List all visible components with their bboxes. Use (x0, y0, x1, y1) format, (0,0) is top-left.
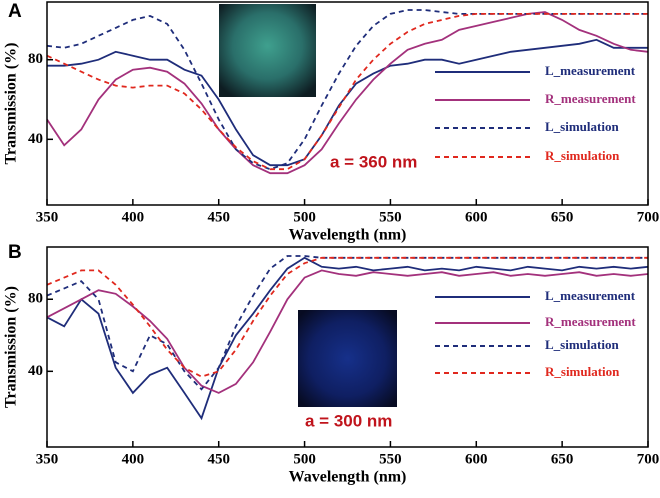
legend-label: R_measurement (545, 91, 636, 106)
plot-frame (46, 1, 649, 206)
panel-label: B (8, 242, 22, 263)
legend-label: R_simulation (545, 148, 620, 163)
y-tick-label: 40 (28, 363, 43, 379)
legend-label: R_simulation (545, 364, 620, 379)
x-tick-label: 400 (122, 209, 145, 225)
y-tick-label: 80 (28, 291, 43, 307)
y-tick-label: 80 (28, 51, 43, 67)
legend-label: L_measurement (545, 288, 636, 303)
y-axis-label: Transmission (%) (3, 43, 20, 165)
x-tick-label: 600 (465, 451, 488, 467)
series-line (47, 38, 648, 167)
legend-label: L_measurement (545, 63, 636, 78)
x-tick-label: 500 (293, 209, 316, 225)
sample-photo (298, 310, 397, 407)
y-tick-label: 40 (28, 131, 43, 147)
x-tick-label: 650 (551, 451, 574, 467)
x-tick-label: 500 (293, 451, 316, 467)
sample-photo (219, 4, 316, 97)
x-tick-label: 400 (122, 451, 145, 467)
x-tick-label: 650 (551, 209, 574, 225)
x-tick-label: 350 (36, 451, 59, 467)
x-tick-label: 600 (465, 209, 488, 225)
annotation: a = 300 nm (305, 411, 392, 430)
series-line (46, 256, 649, 421)
x-tick-label: 550 (379, 209, 402, 225)
x-tick-label: 700 (637, 451, 660, 467)
x-tick-label: 550 (379, 451, 402, 467)
x-axis-label: Wavelength (nm) (289, 227, 407, 244)
series-line (46, 9, 648, 171)
x-axis-label: Wavelength (nm) (289, 469, 407, 486)
y-axis-label: Transmission (%) (3, 286, 20, 408)
legend-label: R_measurement (545, 314, 636, 329)
panel-label: A (8, 1, 22, 22)
series-line (46, 256, 648, 378)
series-line (46, 13, 648, 171)
legend-label: L_simulation (545, 119, 619, 134)
plot-frame (46, 246, 649, 448)
x-tick-label: 350 (36, 209, 59, 225)
series-line (46, 269, 649, 394)
annotation: a = 360 nm (330, 152, 417, 171)
x-tick-label: 450 (207, 209, 230, 225)
legend-label: L_simulation (545, 337, 619, 352)
x-tick-label: 700 (637, 209, 660, 225)
x-tick-label: 450 (207, 451, 230, 467)
